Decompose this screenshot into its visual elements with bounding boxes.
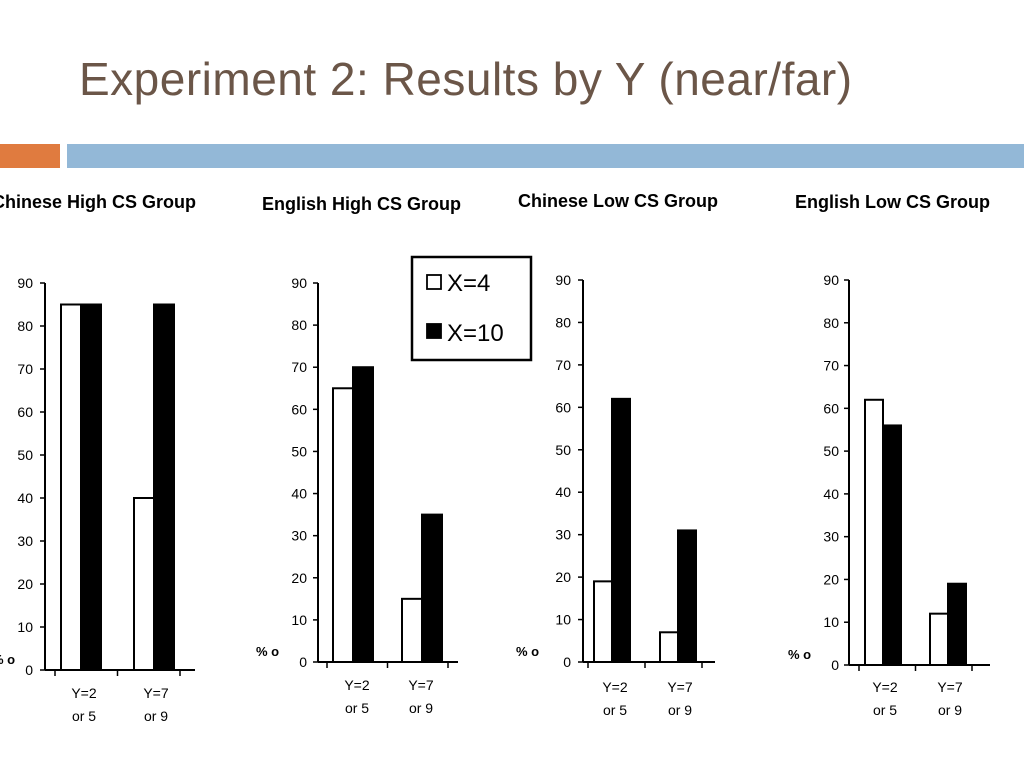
chart-chinese-low: Chinese Low CS Group 0 10 20 30 40 50 60 70 80 90%… [516,191,718,718]
chart-title-chinese-low: Chinese Low CS Group [518,191,718,211]
bar-english-low-x10-cat2 [947,582,967,667]
category-label: or 5 [345,700,369,716]
bar-chinese-high-x4-cat1 [60,303,82,671]
bar-english-low-x10-cat1 [882,424,902,667]
bar-chinese-low-x10-cat2 [677,529,697,664]
slide-title: Experiment 2: Results by Y (near/far) [79,53,853,105]
y-tick-label: 80 [291,317,307,333]
y-tick-label: 60 [291,401,307,417]
y-tick-label: 30 [555,527,571,543]
legend-label-x10: X=10 [447,320,504,347]
legend: X=4 X=10 [410,255,533,362]
y-tick-label: 20 [291,570,307,586]
y-axis-label: % o [516,644,539,659]
accent-bar-orange [0,144,60,168]
y-tick-label: 40 [555,484,571,500]
y-axis-label: % o [0,652,15,667]
chart-title-english-high: English High CS Group [262,194,461,214]
y-tick-label: 20 [823,571,839,587]
category-label: Y=7 [408,677,434,693]
category-label: or 9 [938,702,962,718]
bar-english-low-x4-cat1 [864,398,884,666]
bar-chinese-high-x10-cat1 [80,303,102,671]
y-tick-label: 0 [563,654,571,670]
category-label: or 9 [668,702,692,718]
chart-title-chinese-high: Chinese High CS Group [0,192,196,212]
bar-chinese-low-x4-cat1 [593,580,613,663]
category-label: or 9 [409,700,433,716]
y-tick-label: 60 [823,400,839,416]
category-label: or 9 [144,708,168,724]
bar-english-low-x4-cat2 [929,612,949,667]
category-label: Y=2 [71,685,97,701]
bar-english-high-x10-cat1 [352,366,374,663]
y-tick-label: 10 [291,612,307,628]
category-label: Y=2 [602,679,628,695]
y-tick-label: 70 [823,358,839,374]
category-label: or 5 [873,702,897,718]
y-tick-label: 70 [555,357,571,373]
category-label: Y=2 [872,679,898,695]
y-tick-label: 40 [291,486,307,502]
chart-panels: Chinese High CS Group 0 10 20 30 40 50 60 70 80 90… [0,191,990,724]
y-tick-label: 90 [17,275,33,291]
y-tick-label: 80 [555,314,571,330]
y-tick-label: 30 [291,528,307,544]
y-tick-label: 80 [823,315,839,331]
chart-english-high: English High CS Group 0 10 20 30 40 50 60 70 80 90… [256,194,461,716]
category-label: Y=7 [667,679,693,695]
bar-english-high-x4-cat1 [332,387,354,663]
y-tick-label: 90 [823,272,839,288]
category-label: or 5 [603,702,627,718]
y-axis-label: % o [256,644,279,659]
category-label: Y=7 [143,685,169,701]
accent-bar-blue [67,144,1024,168]
y-tick-label: 0 [831,657,839,673]
y-axis-label: % o [788,647,811,662]
y-tick-label: 60 [555,399,571,415]
y-tick-label: 80 [17,318,33,334]
y-tick-label: 70 [291,359,307,375]
y-tick-label: 20 [555,569,571,585]
y-tick-label: 50 [291,443,307,459]
category-label: Y=2 [344,677,370,693]
bar-chinese-high-x10-cat2 [153,303,175,671]
y-tick-label: 30 [17,533,33,549]
y-tick-label: 50 [823,443,839,459]
chart-chinese-high: Chinese High CS Group 0 10 20 30 40 50 60 70 80 90… [0,192,196,724]
bar-english-high-x4-cat2 [401,597,423,663]
y-tick-label: 20 [17,576,33,592]
category-label: or 5 [72,708,96,724]
chart-english-low: English Low CS Group 0 10 20 30 40 50 60 70 80 90%… [788,192,990,718]
y-tick-label: 10 [823,614,839,630]
bar-chinese-low-x4-cat2 [659,631,679,663]
legend-swatch-x10 [426,323,442,339]
category-label: Y=7 [937,679,963,695]
y-tick-label: 0 [299,654,307,670]
y-tick-label: 40 [823,486,839,502]
chart-title-english-low: English Low CS Group [795,192,990,212]
bar-english-high-x10-cat2 [421,513,443,663]
y-tick-label: 40 [17,490,33,506]
bar-chinese-low-x10-cat1 [611,397,631,663]
legend-label-x4: X=4 [447,270,490,297]
y-tick-label: 0 [25,662,33,678]
y-tick-label: 30 [823,529,839,545]
y-tick-label: 10 [555,612,571,628]
y-tick-label: 60 [17,404,33,420]
legend-swatch-x4 [426,274,442,290]
y-tick-label: 70 [17,361,33,377]
y-tick-label: 10 [17,619,33,635]
y-tick-label: 50 [555,442,571,458]
y-tick-label: 90 [291,275,307,291]
bar-chinese-high-x4-cat2 [133,497,155,671]
y-tick-label: 50 [17,447,33,463]
y-tick-label: 90 [555,272,571,288]
